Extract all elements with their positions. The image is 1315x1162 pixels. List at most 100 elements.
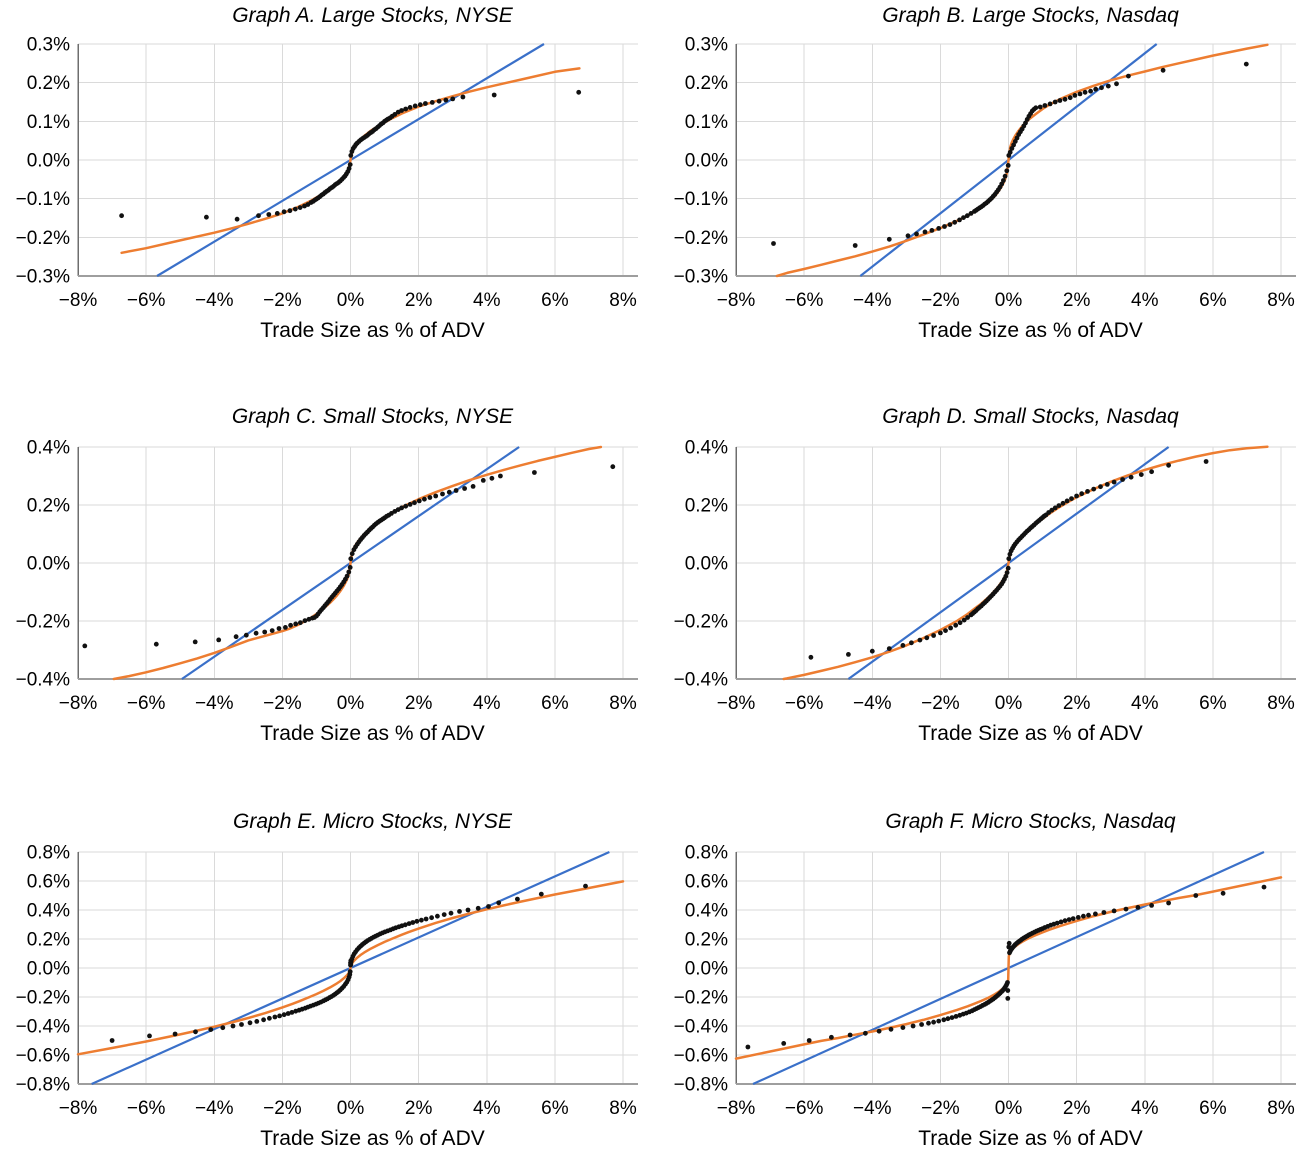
scatter-series: [745, 884, 1267, 1050]
svg-text:0.1%: 0.1%: [27, 112, 70, 133]
svg-text:−0.1%: −0.1%: [16, 189, 71, 210]
svg-text:0%: 0%: [337, 290, 365, 311]
model-curve: [112, 445, 603, 681]
svg-text:−8%: −8%: [59, 290, 98, 311]
panel-graph-c: 0.4% 0.2% 0.0% −0.2% −0.4% −8% −6% −4% −2% 0% 2% 4%…: [0, 387, 657, 775]
svg-text:−2%: −2%: [921, 1098, 960, 1119]
svg-text:−6%: −6%: [785, 693, 824, 714]
svg-text:−0.6%: −0.6%: [16, 1046, 71, 1067]
svg-text:2%: 2%: [1063, 290, 1091, 311]
svg-text:−4%: −4%: [195, 1098, 234, 1119]
svg-text:−4%: −4%: [853, 1098, 892, 1119]
svg-text:0.1%: 0.1%: [685, 112, 728, 133]
svg-text:−2%: −2%: [921, 290, 960, 311]
y-axis-tick-labels: 0.8% 0.6% 0.4% 0.2% 0.0% −0.2% −0.4% −0.6% −0.8%: [16, 843, 71, 1096]
svg-text:6%: 6%: [1199, 1098, 1227, 1119]
svg-text:−0.4%: −0.4%: [16, 1017, 71, 1038]
gridlines: [78, 851, 638, 1084]
x-axis-title-graph-e: Trade Size as % of ADV: [260, 1127, 485, 1150]
svg-text:8%: 8%: [609, 290, 637, 311]
panel-graph-f: 0.8% 0.6% 0.4% 0.2% 0.0% −0.2% −0.4% −0.6% −0.8%…: [658, 774, 1315, 1162]
svg-text:−0.8%: −0.8%: [674, 1075, 729, 1096]
graph-b-plot: 0.3% 0.2% 0.1% 0.0% −0.1% −0.2% −0.3%−8% −6% −4%…: [674, 35, 1296, 311]
svg-text:0.0%: 0.0%: [685, 151, 728, 172]
y-axis-tick-labels: 0.8% 0.6% 0.4% 0.2% 0.0% −0.2% −0.4% −0.6% −0.8%: [674, 843, 729, 1096]
svg-text:−4%: −4%: [853, 693, 892, 714]
svg-text:0.2%: 0.2%: [685, 930, 728, 951]
scatter-series: [82, 464, 616, 649]
scatter-series: [771, 61, 1249, 248]
svg-text:0%: 0%: [337, 1098, 365, 1119]
chart-title-graph-c: Graph C. Small Stocks, NYSE: [231, 405, 514, 428]
svg-text:−6%: −6%: [785, 290, 824, 311]
svg-text:−0.8%: −0.8%: [16, 1075, 71, 1096]
svg-text:0%: 0%: [995, 1098, 1023, 1119]
svg-text:−6%: −6%: [127, 1098, 166, 1119]
svg-text:0.2%: 0.2%: [685, 496, 728, 517]
svg-text:0.0%: 0.0%: [685, 959, 728, 980]
x-axis-title-graph-d: Trade Size as % of ADV: [918, 722, 1143, 745]
chart-title-graph-d: Graph D. Small Stocks, Nasdaq: [882, 405, 1179, 428]
svg-text:−0.4%: −0.4%: [16, 670, 71, 691]
svg-text:0.8%: 0.8%: [27, 843, 70, 864]
svg-text:−2%: −2%: [263, 693, 302, 714]
svg-text:−4%: −4%: [195, 693, 234, 714]
svg-text:−2%: −2%: [921, 693, 960, 714]
svg-text:0.2%: 0.2%: [27, 930, 70, 951]
svg-text:0.2%: 0.2%: [27, 496, 70, 517]
y-axis-tick-labels: 0.3% 0.2% 0.1% 0.0% −0.1% −0.2% −0.3%: [16, 35, 71, 288]
svg-text:0.3%: 0.3%: [27, 35, 70, 56]
svg-text:8%: 8%: [1267, 1098, 1295, 1119]
svg-text:6%: 6%: [1199, 693, 1227, 714]
svg-text:−2%: −2%: [263, 290, 302, 311]
chart-title-graph-a: Graph A. Large Stocks, NYSE: [232, 4, 513, 27]
model-curve: [76, 880, 625, 1056]
x-axis-title-graph-a: Trade Size as % of ADV: [260, 319, 485, 342]
svg-text:0%: 0%: [995, 693, 1023, 714]
chart-title-graph-f: Graph F. Micro Stocks, Nasdaq: [885, 810, 1176, 833]
svg-text:2%: 2%: [1063, 1098, 1091, 1119]
panel-graph-b: 0.3% 0.2% 0.1% 0.0% −0.1% −0.2% −0.3% −8% −6% −4%…: [658, 0, 1315, 388]
svg-text:8%: 8%: [1267, 290, 1295, 311]
x-axis-tick-labels: −8% −6% −4% −2% 0% 2% 4% 6% 8%: [59, 290, 637, 311]
svg-text:−8%: −8%: [717, 693, 756, 714]
x-axis-tick-labels: −8% −6% −4% −2% 0% 2% 4% 6% 8%: [59, 1098, 637, 1119]
svg-text:0.2%: 0.2%: [27, 73, 70, 94]
chart-title-graph-b: Graph B. Large Stocks, Nasdaq: [882, 4, 1179, 27]
svg-text:−4%: −4%: [195, 290, 234, 311]
x-axis-title-graph-f: Trade Size as % of ADV: [918, 1127, 1143, 1150]
svg-text:0.8%: 0.8%: [685, 843, 728, 864]
graph-d-plot: 0.4% 0.2% 0.0% −0.2% −0.4%−8% −6% −4% −2% 0% 2% 4%…: [674, 438, 1296, 714]
svg-text:0.6%: 0.6%: [27, 872, 70, 893]
svg-text:8%: 8%: [609, 693, 637, 714]
gridlines: [78, 43, 638, 276]
svg-text:0.0%: 0.0%: [27, 151, 70, 172]
svg-text:−0.1%: −0.1%: [674, 189, 729, 210]
svg-text:0.0%: 0.0%: [27, 554, 70, 575]
svg-text:0.4%: 0.4%: [685, 901, 728, 922]
svg-text:4%: 4%: [1131, 1098, 1159, 1119]
svg-text:−0.6%: −0.6%: [674, 1046, 729, 1067]
svg-text:−0.3%: −0.3%: [674, 267, 729, 288]
y-axis-tick-labels: 0.3% 0.2% 0.1% 0.0% −0.1% −0.2% −0.3%: [674, 35, 729, 288]
svg-text:−0.4%: −0.4%: [674, 670, 729, 691]
svg-text:8%: 8%: [609, 1098, 637, 1119]
svg-text:4%: 4%: [1131, 693, 1159, 714]
graph-c-plot: 0.4% 0.2% 0.0% −0.2% −0.4%−8% −6% −4% −2% 0% 2% 4%…: [16, 438, 638, 714]
svg-text:0.0%: 0.0%: [685, 554, 728, 575]
svg-text:−0.2%: −0.2%: [16, 988, 71, 1009]
gridlines: [736, 43, 1296, 276]
svg-text:0%: 0%: [995, 290, 1023, 311]
chart-title-graph-e: Graph E. Micro Stocks, NYSE: [233, 810, 512, 833]
svg-text:−8%: −8%: [717, 290, 756, 311]
svg-text:−6%: −6%: [127, 290, 166, 311]
x-axis-tick-labels: −8% −6% −4% −2% 0% 2% 4% 6% 8%: [717, 693, 1295, 714]
svg-text:4%: 4%: [473, 1098, 501, 1119]
y-axis-tick-labels: 0.4% 0.2% 0.0% −0.2% −0.4%: [674, 438, 729, 691]
svg-text:2%: 2%: [405, 693, 433, 714]
svg-text:6%: 6%: [541, 1098, 569, 1119]
svg-text:0.6%: 0.6%: [685, 872, 728, 893]
svg-text:6%: 6%: [541, 693, 569, 714]
svg-text:0.0%: 0.0%: [27, 959, 70, 980]
svg-text:−8%: −8%: [59, 1098, 98, 1119]
